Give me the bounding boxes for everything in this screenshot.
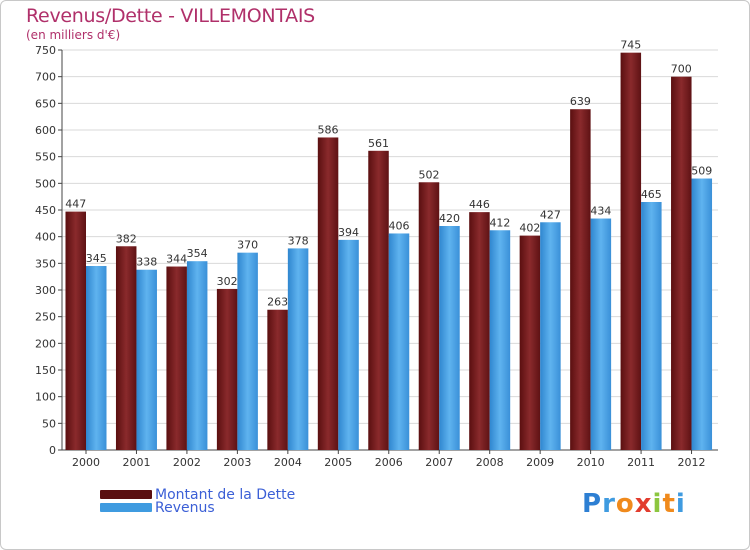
bar-revenus bbox=[338, 239, 359, 450]
data-label: 345 bbox=[86, 252, 107, 265]
bar-revenus bbox=[641, 202, 662, 450]
data-label: 586 bbox=[318, 123, 339, 136]
y-tick-label: 700 bbox=[35, 71, 56, 84]
data-label: 700 bbox=[671, 63, 692, 76]
bar-dette bbox=[570, 109, 591, 450]
bar-dette bbox=[519, 235, 541, 450]
data-label: 344 bbox=[166, 253, 187, 266]
x-tick-label: 2009 bbox=[526, 456, 554, 469]
chart-subtitle: (en milliers d'€) bbox=[26, 28, 121, 42]
logo-letter: x bbox=[634, 489, 653, 519]
x-tick-label: 2010 bbox=[577, 456, 605, 469]
data-label: 446 bbox=[469, 198, 490, 211]
data-label: 263 bbox=[267, 296, 288, 309]
bar-dette bbox=[469, 212, 490, 450]
x-tick-label: 2004 bbox=[274, 456, 302, 469]
data-label: 302 bbox=[217, 275, 238, 288]
logo-letter: i bbox=[675, 489, 686, 519]
bar-revenus bbox=[590, 218, 612, 450]
logo-letter: P bbox=[582, 489, 603, 519]
data-label: 406 bbox=[389, 219, 410, 232]
x-tick-label: 2002 bbox=[173, 456, 201, 469]
bar-revenus bbox=[691, 178, 713, 451]
legend-swatch-revenus bbox=[100, 503, 152, 512]
data-label: 502 bbox=[418, 168, 439, 181]
logo-letter: r bbox=[602, 489, 616, 519]
bar-revenus bbox=[489, 230, 511, 450]
y-tick-label: 600 bbox=[35, 124, 56, 137]
y-tick-label: 550 bbox=[35, 151, 56, 164]
data-label: 639 bbox=[570, 95, 591, 108]
proxiti-logo: Proxiti bbox=[582, 489, 686, 519]
bar-dette bbox=[671, 76, 692, 451]
bar-revenus bbox=[186, 261, 208, 450]
y-tick-label: 300 bbox=[35, 284, 56, 297]
x-tick-label: 2005 bbox=[324, 456, 352, 469]
y-tick-label: 750 bbox=[35, 44, 56, 57]
chart-title: Revenus/Dette - VILLEMONTAIS bbox=[26, 5, 315, 27]
x-tick-label: 2003 bbox=[223, 456, 251, 469]
data-label: 447 bbox=[65, 198, 86, 211]
bar-dette bbox=[65, 211, 86, 450]
data-label: 354 bbox=[187, 247, 208, 260]
y-tick-label: 200 bbox=[35, 337, 56, 350]
data-label: 509 bbox=[691, 165, 712, 178]
x-tick-label: 2011 bbox=[627, 456, 655, 469]
data-label: 561 bbox=[368, 137, 389, 150]
data-label: 434 bbox=[590, 205, 611, 218]
bar-revenus bbox=[540, 222, 561, 450]
logo-letter: i bbox=[652, 489, 663, 519]
legend-label-revenus: Revenus bbox=[155, 500, 215, 516]
bar-revenus bbox=[86, 266, 107, 450]
legend-swatch-dette bbox=[100, 490, 152, 499]
x-tick-label: 2008 bbox=[476, 456, 504, 469]
bar-dette bbox=[216, 288, 238, 450]
bar-dette bbox=[368, 150, 389, 451]
bar-revenus bbox=[237, 252, 258, 450]
bar-revenus bbox=[136, 269, 157, 450]
y-tick-label: 500 bbox=[35, 177, 56, 190]
logo-letter: o bbox=[615, 489, 635, 519]
data-label: 412 bbox=[489, 216, 510, 229]
bar-dette bbox=[620, 52, 642, 451]
data-label: 338 bbox=[136, 256, 157, 269]
x-tick-label: 2001 bbox=[122, 456, 150, 469]
bar-revenus bbox=[388, 233, 410, 450]
bar-revenus bbox=[439, 226, 460, 450]
x-tick-label: 2000 bbox=[72, 456, 100, 469]
bar-dette bbox=[115, 246, 137, 450]
y-tick-label: 400 bbox=[35, 231, 56, 244]
y-tick-label: 0 bbox=[49, 444, 56, 457]
x-tick-label: 2012 bbox=[678, 456, 706, 469]
y-tick-label: 450 bbox=[35, 204, 56, 217]
bar-dette bbox=[166, 266, 187, 450]
bar-dette bbox=[267, 309, 288, 450]
x-tick-label: 2007 bbox=[425, 456, 453, 469]
y-tick-label: 50 bbox=[42, 417, 56, 430]
y-tick-label: 650 bbox=[35, 97, 56, 110]
data-label: 394 bbox=[338, 226, 359, 239]
data-label: 370 bbox=[237, 239, 258, 252]
data-label: 382 bbox=[116, 232, 137, 245]
x-tick-label: 2006 bbox=[375, 456, 403, 469]
bar-dette bbox=[317, 137, 339, 450]
y-tick-label: 150 bbox=[35, 364, 56, 377]
data-label: 427 bbox=[540, 208, 561, 221]
data-label: 465 bbox=[641, 188, 662, 201]
bar-revenus bbox=[287, 248, 309, 450]
data-label: 378 bbox=[288, 234, 309, 247]
y-tick-label: 100 bbox=[35, 391, 56, 404]
logo-letter: t bbox=[662, 489, 676, 519]
data-label: 402 bbox=[519, 222, 540, 235]
data-label: 745 bbox=[620, 39, 641, 52]
y-tick-label: 250 bbox=[35, 311, 56, 324]
y-tick-label: 350 bbox=[35, 257, 56, 270]
bar-dette bbox=[418, 182, 440, 450]
data-label: 420 bbox=[439, 212, 460, 225]
legend-label-dette: Montant de la Dette bbox=[155, 487, 296, 503]
